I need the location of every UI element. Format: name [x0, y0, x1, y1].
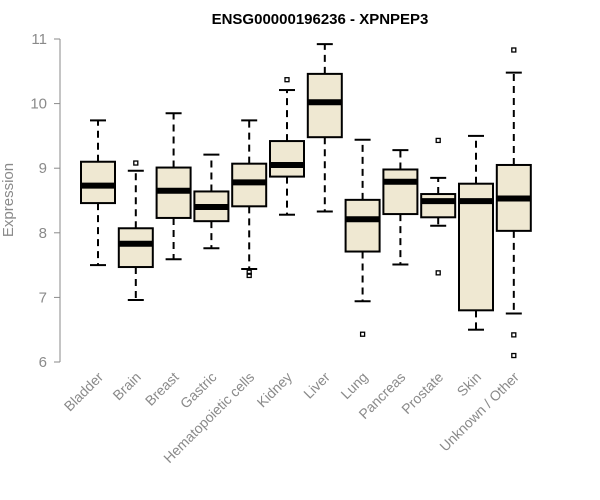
iqr-box [117, 227, 154, 269]
box-pancreas [382, 149, 419, 266]
box-bladder [80, 119, 116, 267]
outlier-point [435, 137, 441, 144]
x-tick-label-kidney: Kidney [254, 369, 296, 411]
iqr-box [344, 198, 381, 253]
y-tick-label-9: 9 [39, 160, 47, 177]
outlier-point [246, 272, 252, 279]
box-unknown-other [495, 47, 532, 359]
iqr-box [382, 168, 419, 216]
y-tick-label-7: 7 [39, 289, 47, 306]
box-gastric [193, 153, 230, 250]
box-series [80, 43, 532, 359]
box-brain [117, 160, 154, 301]
y-axis-ticks: 6 7 8 9 10 11 [30, 31, 60, 371]
outlier-point [511, 352, 517, 359]
outlier-point [511, 332, 517, 338]
outlier-point [359, 331, 366, 337]
x-tick-label-liver: Liver [300, 369, 333, 402]
iqr-box [269, 140, 305, 178]
outlier-point [511, 47, 517, 53]
iqr-box [306, 72, 343, 139]
iqr-box [420, 193, 457, 219]
box-lung [344, 138, 381, 337]
box-kidney [269, 77, 305, 216]
box-liver [306, 43, 343, 213]
x-tick-label-brain: Brain [109, 369, 143, 403]
y-tick-label-6: 6 [39, 354, 47, 371]
box-skin [458, 134, 494, 331]
outlier-point [133, 160, 139, 166]
outlier-point [284, 77, 290, 83]
outlier-point [435, 270, 441, 276]
chart-title: ENSG00000196236 - XPNPEP3 [212, 11, 429, 28]
x-tick-label-breast: Breast [142, 369, 182, 409]
y-tick-label-8: 8 [39, 225, 47, 242]
box-breast [155, 112, 192, 261]
x-tick-label-lung: Lung [337, 369, 370, 402]
y-tick-label-11: 11 [31, 31, 47, 48]
box-prostate [420, 137, 457, 276]
iqr-box [80, 160, 116, 205]
x-tick-label-bladder: Bladder [61, 369, 107, 415]
outlier-point [246, 269, 252, 275]
x-tick-label-skin: Skin [454, 369, 485, 400]
y-tick-label-10: 10 [30, 96, 47, 113]
x-tick-label-prostate: Prostate [398, 369, 446, 417]
y-axis-label: Expression [0, 163, 17, 237]
box-hematopoietic-cells [231, 119, 268, 279]
iqr-box [458, 182, 494, 312]
